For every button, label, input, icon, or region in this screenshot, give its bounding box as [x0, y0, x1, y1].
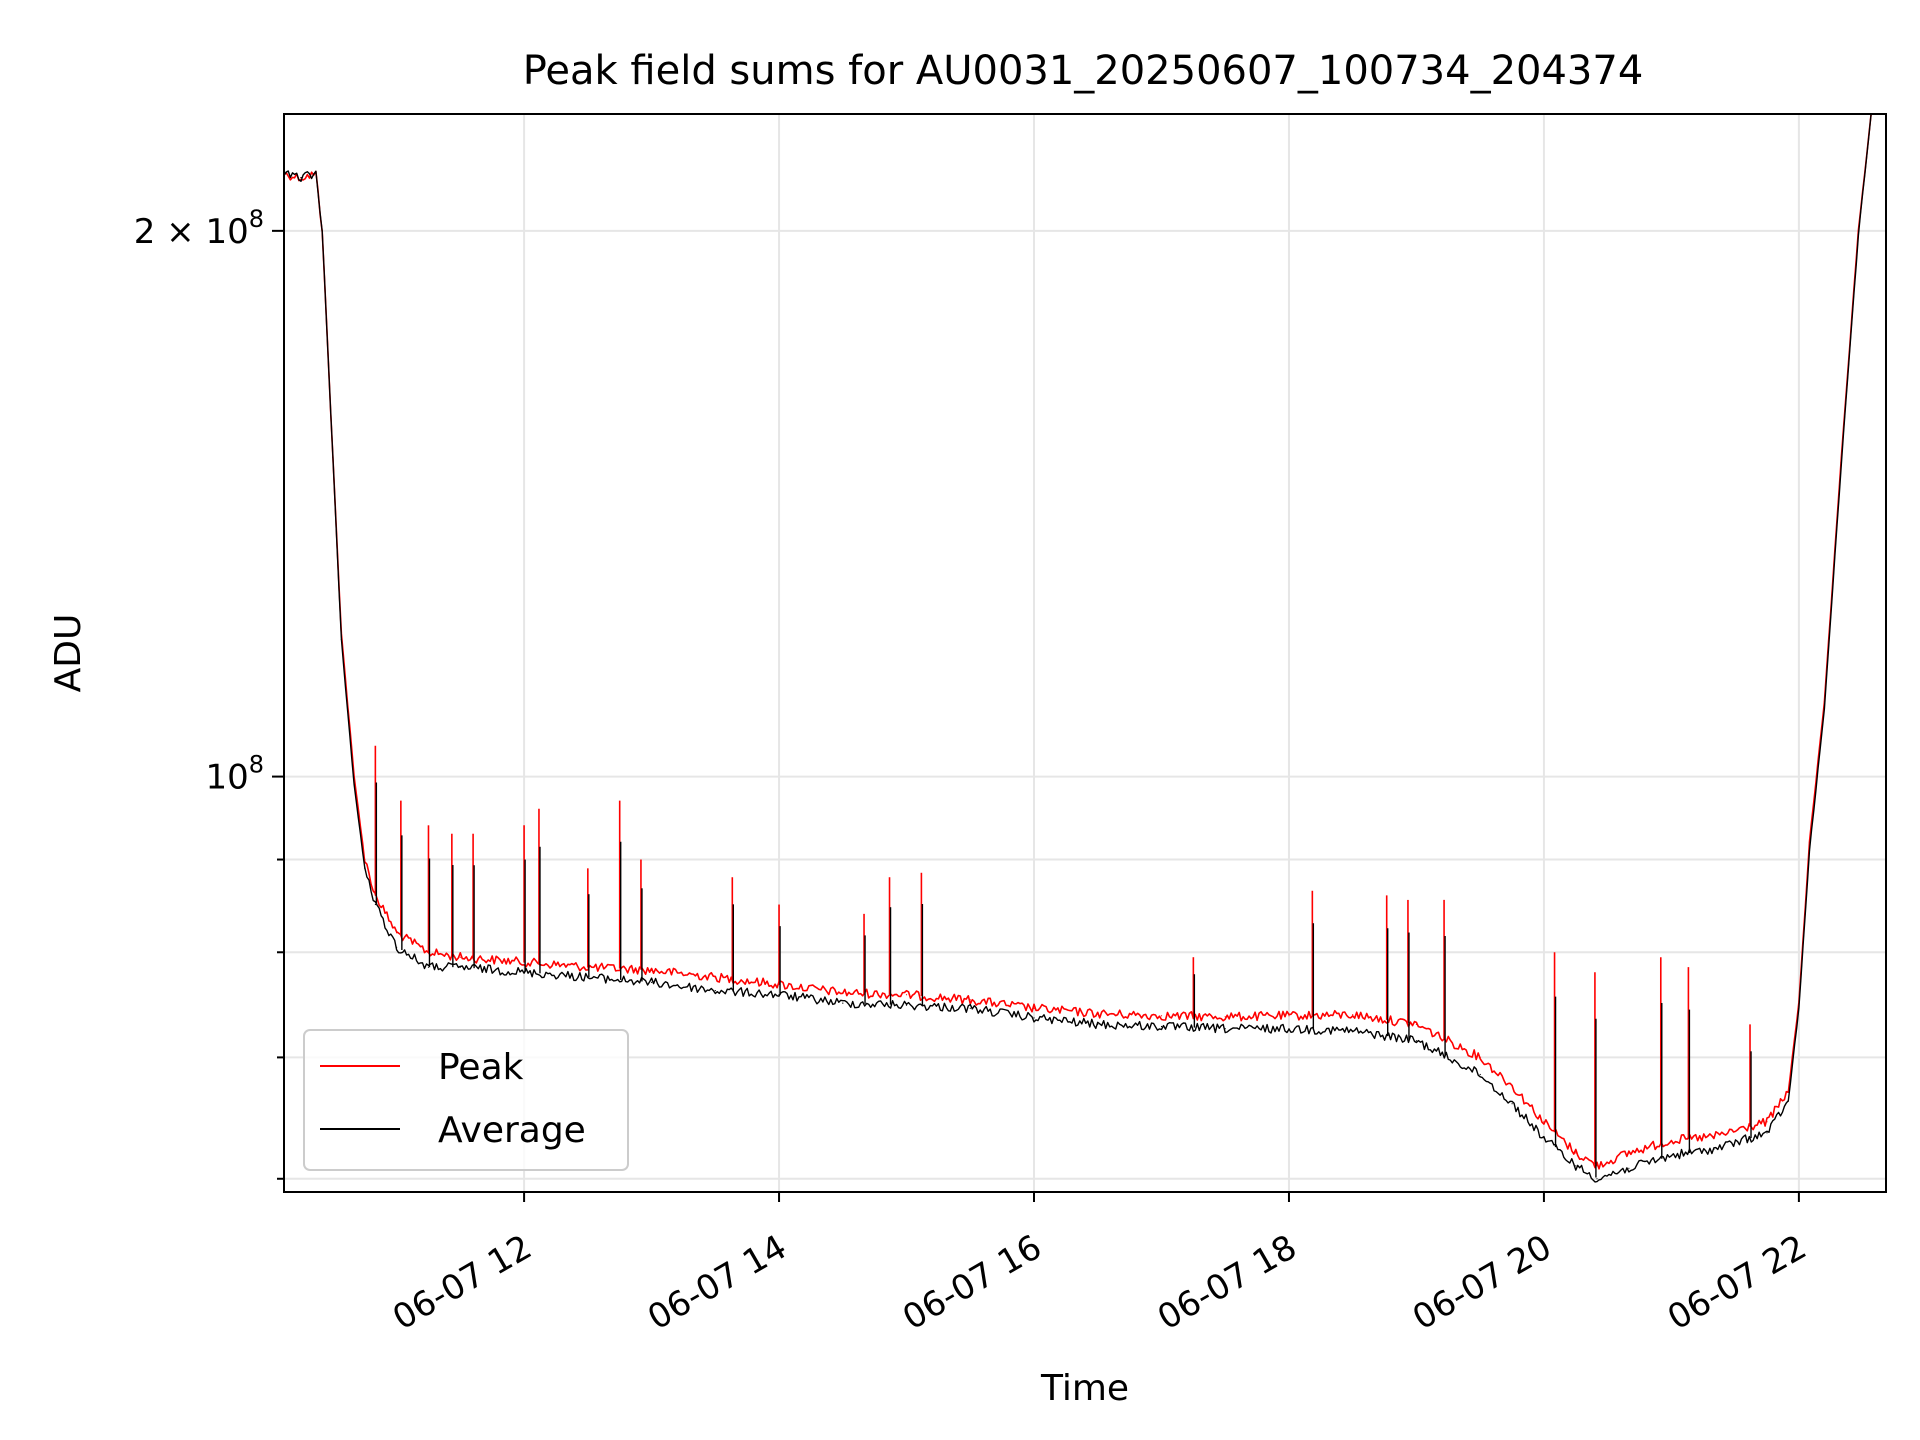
y-tick-label-exp: 8 [249, 205, 264, 233]
data-point-average [1097, 1023, 1099, 1025]
data-point-average [1787, 1100, 1789, 1102]
data-point-average [1766, 1132, 1768, 1134]
data-point-peak [1596, 1165, 1598, 1167]
data-point-peak [1670, 1139, 1672, 1141]
data-point-average [1224, 1028, 1226, 1030]
data-point-average [587, 976, 589, 978]
x-axis-label: Time [1040, 1368, 1129, 1409]
chart-title: Peak field sums for AU0031_20250607_1007… [523, 48, 1644, 94]
data-point-peak [905, 994, 908, 996]
y-tick-label: 2 × 108 [134, 205, 264, 252]
data-point-peak [1511, 1085, 1513, 1087]
data-point-average [321, 230, 323, 232]
data-point-average [364, 867, 366, 869]
data-point-average [300, 177, 302, 179]
data-point-average [1596, 1178, 1598, 1180]
data-point-average [714, 990, 716, 992]
data-point-average [1543, 1137, 1545, 1139]
data-point-peak [1479, 1056, 1481, 1058]
data-point-average [1840, 462, 1842, 464]
plot-layer [284, 114, 1872, 1183]
data-point-average [1798, 1007, 1800, 1009]
data-point-peak [969, 999, 971, 1001]
data-point-average [1352, 1030, 1354, 1032]
series-line-peak [284, 114, 1872, 1170]
data-point-average [1823, 708, 1825, 710]
y-axis-label: ADU [48, 614, 89, 693]
data-point-average [1857, 234, 1859, 236]
data-point-peak [651, 969, 653, 971]
data-point-peak [1097, 1013, 1099, 1015]
data-point-average [1713, 1148, 1715, 1150]
data-point-peak [1787, 1091, 1789, 1093]
data-point-average [1511, 1103, 1513, 1105]
data-point-peak [842, 992, 844, 994]
y-tick-label-coef: 2 × [134, 212, 206, 252]
data-point-average [315, 173, 317, 175]
data-point-average [1808, 850, 1811, 852]
data-point-peak [1288, 1015, 1290, 1017]
data-point-peak [714, 976, 716, 978]
data-point-peak [1713, 1136, 1715, 1138]
data-point-peak [1628, 1152, 1630, 1154]
data-point-average [1415, 1040, 1417, 1042]
y-tick-label: 108 [205, 751, 264, 798]
data-point-peak [1160, 1015, 1163, 1017]
legend-peak-label: Peak [438, 1047, 524, 1088]
data-point-average [1160, 1025, 1163, 1028]
grid-layer [284, 114, 1886, 1192]
data-point-average [1628, 1167, 1630, 1169]
data-point-average [332, 456, 334, 458]
y-tick-label-exp: 8 [249, 751, 264, 779]
legend: Peak Average [303, 1029, 629, 1171]
plot-frame [283, 113, 1887, 1193]
data-point-average [1033, 1017, 1035, 1019]
data-point-average [396, 946, 398, 949]
data-point-average [842, 1002, 844, 1004]
y-tick-label-base: 10 [205, 758, 248, 798]
legend-average-label: Average [438, 1110, 586, 1151]
data-point-peak [1033, 1007, 1035, 1009]
data-point-average [1479, 1073, 1481, 1076]
data-point-average [969, 1007, 971, 1009]
data-point-average [353, 783, 355, 786]
data-point-average [1288, 1028, 1290, 1030]
data-point-peak [459, 956, 461, 958]
data-point-average [1575, 1165, 1577, 1167]
series-line-average [284, 114, 1872, 1183]
data-point-peak [1575, 1152, 1577, 1154]
data-point-peak [1352, 1014, 1354, 1016]
data-point-peak [396, 932, 398, 934]
data-point-average [340, 639, 342, 641]
data-point-average [1670, 1154, 1672, 1157]
data-point-peak [1224, 1016, 1226, 1018]
data-point-peak [1415, 1023, 1417, 1025]
data-point-average [905, 1004, 908, 1006]
y-tick-label-base: 10 [205, 212, 248, 252]
data-point-average [459, 966, 461, 968]
data-point-average [651, 981, 653, 984]
data-point-peak [1543, 1121, 1545, 1123]
data-point-peak [1766, 1121, 1768, 1123]
data-point-average [778, 994, 780, 996]
